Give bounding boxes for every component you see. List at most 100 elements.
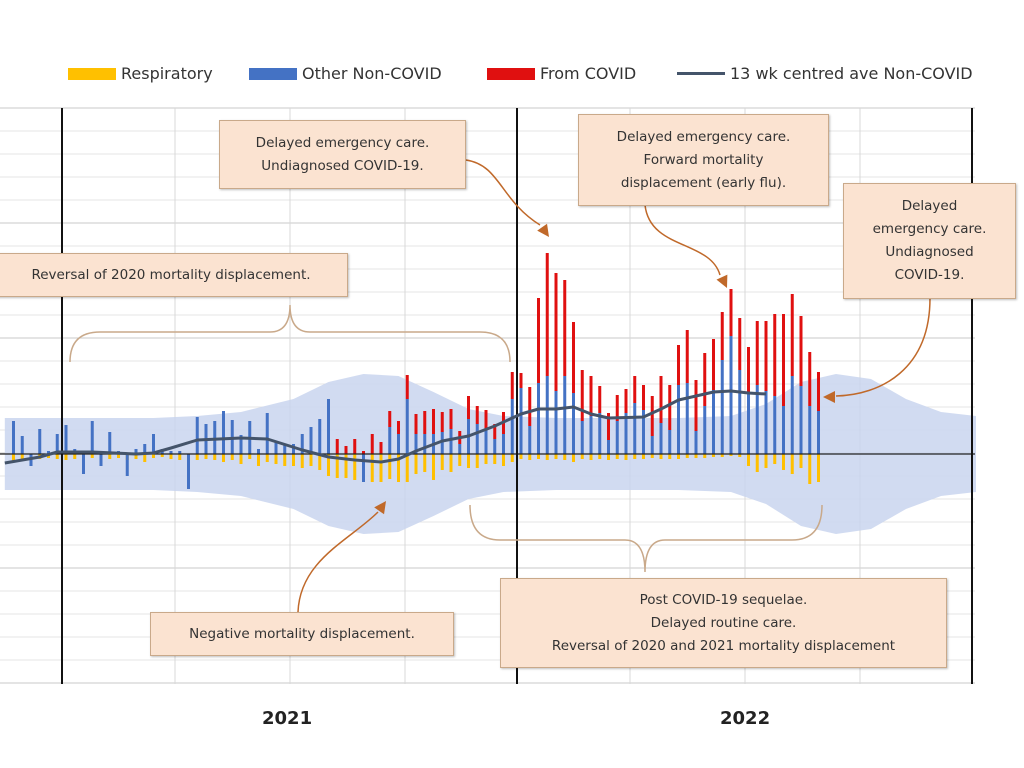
bar-respiratory bbox=[248, 454, 252, 459]
bar-other-non-covid bbox=[790, 376, 794, 454]
bar-other-non-covid bbox=[703, 406, 707, 454]
bar-other-non-covid bbox=[38, 429, 42, 454]
bar-other-non-covid bbox=[108, 432, 112, 454]
bar-other-non-covid bbox=[327, 399, 330, 454]
bar-from-covid bbox=[817, 372, 820, 411]
bar-from-covid bbox=[344, 446, 348, 454]
bar-other-non-covid bbox=[633, 403, 637, 454]
bar-other-non-covid bbox=[607, 440, 610, 454]
x-tick-label-2021: 2021 bbox=[262, 708, 313, 729]
bar-from-covid bbox=[703, 353, 707, 406]
bar-other-non-covid bbox=[563, 376, 567, 454]
legend-swatch-covid bbox=[487, 67, 535, 80]
bar-other-non-covid bbox=[554, 391, 558, 454]
bar-other-non-covid bbox=[318, 419, 322, 454]
bar-other-non-covid bbox=[300, 434, 304, 454]
bar-respiratory bbox=[405, 454, 409, 482]
bar-other-non-covid bbox=[397, 434, 400, 454]
bar-from-covid bbox=[668, 385, 672, 430]
bar-from-covid bbox=[580, 370, 584, 421]
annotation-post-covid-sequelae: Post COVID-19 sequelae. Delayed routine … bbox=[500, 578, 947, 668]
bar-respiratory bbox=[668, 454, 672, 459]
bar-other-non-covid bbox=[90, 421, 94, 454]
bar-respiratory bbox=[773, 454, 777, 464]
bar-respiratory bbox=[90, 454, 94, 458]
bar-respiratory bbox=[204, 454, 208, 459]
bar-other-non-covid bbox=[782, 406, 785, 454]
bar-from-covid bbox=[633, 376, 637, 403]
bar-other-non-covid bbox=[589, 416, 593, 454]
bar-respiratory bbox=[475, 454, 479, 468]
bar-from-covid bbox=[799, 316, 803, 386]
annotation-delayed-care-2021: Delayed emergency care. Undiagnosed COVI… bbox=[219, 120, 466, 189]
bar-other-non-covid bbox=[143, 444, 147, 454]
annotation-line: Reversal of 2020 and 2021 mortality disp… bbox=[551, 637, 896, 654]
bar-from-covid bbox=[677, 345, 680, 385]
bar-respiratory bbox=[64, 454, 68, 460]
bar-other-non-covid bbox=[755, 385, 759, 454]
bar-other-non-covid bbox=[178, 451, 182, 454]
bar-other-non-covid bbox=[187, 454, 190, 489]
bar-other-non-covid bbox=[213, 421, 217, 454]
bar-other-non-covid bbox=[519, 388, 523, 454]
bar-other-non-covid bbox=[388, 427, 392, 454]
bar-respiratory bbox=[20, 454, 24, 460]
arrow-forward-displacement bbox=[644, 204, 721, 276]
bar-other-non-covid bbox=[274, 442, 278, 454]
bar-other-non-covid bbox=[82, 454, 85, 474]
bar-respiratory bbox=[283, 454, 287, 466]
bar-respiratory bbox=[502, 454, 505, 466]
bar-from-covid bbox=[764, 321, 768, 391]
bar-respiratory bbox=[633, 454, 637, 459]
bar-from-covid bbox=[510, 372, 514, 399]
legend-other: Other Non-COVID bbox=[249, 64, 442, 83]
bar-from-covid bbox=[388, 411, 392, 427]
bar-respiratory bbox=[720, 454, 724, 457]
bar-respiratory bbox=[379, 454, 383, 482]
bar-respiratory bbox=[12, 454, 15, 462]
annotation-line: Negative mortality displacement. bbox=[189, 625, 415, 642]
bar-other-non-covid bbox=[799, 386, 803, 454]
bar-other-non-covid bbox=[738, 370, 742, 454]
bar-other-non-covid bbox=[650, 436, 654, 454]
bar-respiratory bbox=[327, 454, 330, 476]
bar-other-non-covid bbox=[677, 385, 680, 454]
annotation-line: Delayed routine care. bbox=[650, 614, 797, 631]
bar-respiratory bbox=[694, 454, 698, 458]
bar-from-covid bbox=[545, 253, 549, 376]
bar-other-non-covid bbox=[668, 430, 672, 454]
legend-label: 13 wk centred ave Non-COVID bbox=[730, 64, 973, 83]
legend-swatch-respiratory bbox=[68, 67, 116, 80]
bar-other-non-covid bbox=[572, 393, 575, 454]
bar-from-covid bbox=[484, 410, 488, 429]
legend-label: Respiratory bbox=[121, 64, 213, 83]
bar-respiratory bbox=[335, 454, 339, 478]
bar-from-covid bbox=[755, 321, 759, 385]
bar-from-covid bbox=[537, 298, 540, 383]
bar-respiratory bbox=[73, 454, 77, 459]
bar-respiratory bbox=[729, 454, 733, 456]
average-line bbox=[4, 389, 767, 465]
legend-covid: From COVID bbox=[487, 64, 636, 83]
arrow-delayed-care-2021-head bbox=[537, 223, 549, 237]
bar-from-covid bbox=[773, 314, 777, 396]
annotation-forward-displacement: Delayed emergency care. Forward mortalit… bbox=[578, 114, 829, 206]
bar-other-non-covid bbox=[64, 425, 68, 454]
bar-respiratory bbox=[563, 454, 567, 460]
bar-respiratory bbox=[388, 454, 392, 479]
bar-other-non-covid bbox=[729, 336, 733, 454]
bar-other-non-covid bbox=[642, 410, 645, 454]
bar-respiratory bbox=[598, 454, 602, 459]
bar-respiratory bbox=[213, 454, 217, 460]
bar-respiratory bbox=[537, 454, 540, 459]
bar-respiratory bbox=[222, 454, 225, 462]
brace-post-covid bbox=[469, 504, 823, 573]
bar-other-non-covid bbox=[47, 451, 50, 454]
bar-other-non-covid bbox=[265, 413, 269, 454]
bar-respiratory bbox=[344, 454, 348, 478]
bar-respiratory bbox=[642, 454, 645, 459]
bar-respiratory bbox=[493, 454, 497, 464]
legend-label: From COVID bbox=[540, 64, 637, 83]
bar-other-non-covid bbox=[773, 396, 777, 454]
bar-respiratory bbox=[318, 454, 322, 470]
